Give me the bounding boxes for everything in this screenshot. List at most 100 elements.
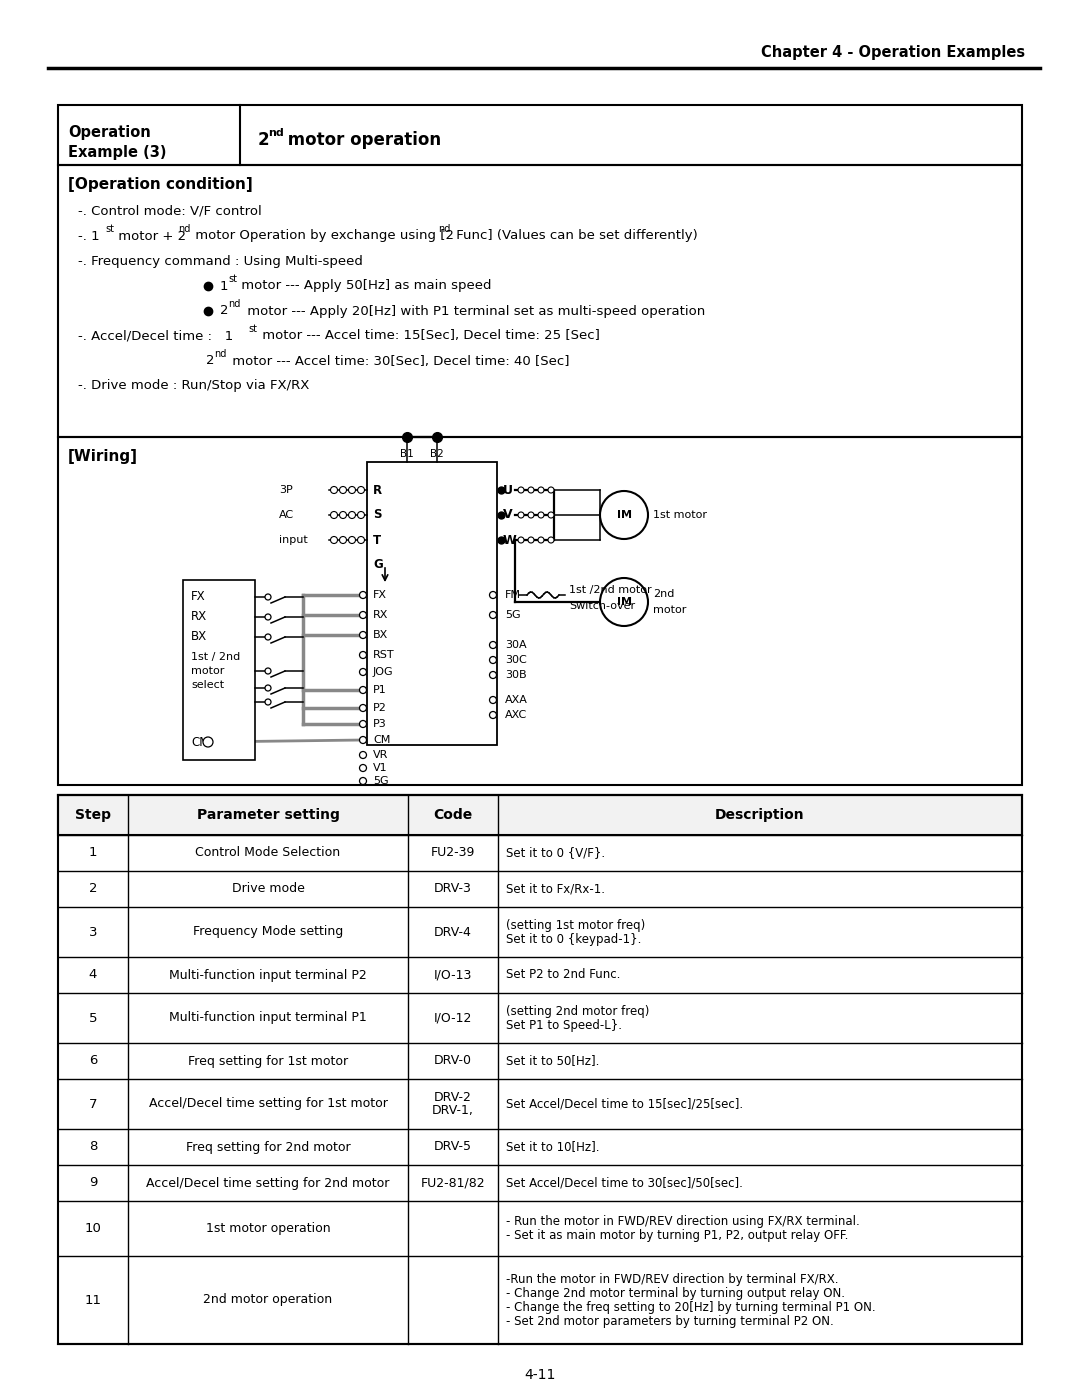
Text: Code: Code <box>433 807 473 821</box>
Text: CM: CM <box>373 735 390 745</box>
Text: Switch-over: Switch-over <box>569 601 635 610</box>
Text: 6: 6 <box>89 1055 97 1067</box>
Text: -Run the motor in FWD/REV direction by terminal FX/RX.: -Run the motor in FWD/REV direction by t… <box>507 1273 838 1285</box>
Text: AXC: AXC <box>505 710 527 719</box>
Circle shape <box>357 511 365 518</box>
Circle shape <box>360 721 366 728</box>
Text: Drive mode: Drive mode <box>231 883 305 895</box>
Circle shape <box>489 711 497 718</box>
Circle shape <box>548 511 554 518</box>
Text: DRV-4: DRV-4 <box>434 925 472 939</box>
Circle shape <box>357 536 365 543</box>
Text: 9: 9 <box>89 1176 97 1189</box>
Circle shape <box>360 612 366 619</box>
Circle shape <box>518 536 524 543</box>
Text: 5G: 5G <box>373 775 389 787</box>
Text: P1: P1 <box>373 685 387 694</box>
Text: Accel/Decel time setting for 2nd motor: Accel/Decel time setting for 2nd motor <box>146 1176 390 1189</box>
Text: 1: 1 <box>220 279 229 292</box>
Circle shape <box>265 698 271 705</box>
Circle shape <box>339 536 347 543</box>
Text: 2nd: 2nd <box>653 590 674 599</box>
Circle shape <box>339 486 347 493</box>
Circle shape <box>360 631 366 638</box>
Text: RX: RX <box>191 610 207 623</box>
Text: R: R <box>373 483 382 496</box>
Circle shape <box>357 486 365 493</box>
Text: DRV-0: DRV-0 <box>434 1055 472 1067</box>
Text: -. Drive mode : Run/Stop via FX/RX: -. Drive mode : Run/Stop via FX/RX <box>78 380 309 393</box>
Text: nd: nd <box>214 349 227 359</box>
Text: input: input <box>279 535 308 545</box>
Circle shape <box>489 672 497 679</box>
Text: 2: 2 <box>258 131 270 149</box>
Text: 2nd motor operation: 2nd motor operation <box>203 1294 333 1306</box>
Circle shape <box>538 488 544 493</box>
Text: - Run the motor in FWD/REV direction using FX/RX terminal.: - Run the motor in FWD/REV direction usi… <box>507 1215 860 1228</box>
Circle shape <box>489 612 497 619</box>
Text: 8: 8 <box>89 1140 97 1154</box>
Text: W: W <box>503 534 516 546</box>
Text: 1: 1 <box>89 847 97 859</box>
Text: [Operation condition]: [Operation condition] <box>68 177 253 193</box>
Text: Freq setting for 1st motor: Freq setting for 1st motor <box>188 1055 348 1067</box>
Text: Accel/Decel time setting for 1st motor: Accel/Decel time setting for 1st motor <box>149 1098 388 1111</box>
Text: Control Mode Selection: Control Mode Selection <box>195 847 340 859</box>
Circle shape <box>360 778 366 785</box>
Circle shape <box>489 591 497 598</box>
Circle shape <box>548 488 554 493</box>
Text: 1st motor operation: 1st motor operation <box>205 1222 330 1235</box>
Text: -. Accel/Decel time :   1: -. Accel/Decel time : 1 <box>78 330 233 342</box>
Text: 4-11: 4-11 <box>524 1368 556 1382</box>
Text: nd: nd <box>178 224 190 235</box>
Circle shape <box>349 536 355 543</box>
Circle shape <box>518 511 524 518</box>
Text: 1st motor: 1st motor <box>653 510 707 520</box>
Text: CM: CM <box>191 735 210 749</box>
Text: DRV-2: DRV-2 <box>434 1091 472 1104</box>
Circle shape <box>360 669 366 676</box>
Text: 30A: 30A <box>505 640 527 650</box>
Text: FX: FX <box>191 591 205 604</box>
Text: P3: P3 <box>373 719 387 729</box>
Bar <box>58 795 1022 1344</box>
Circle shape <box>339 511 347 518</box>
Text: FX: FX <box>373 590 387 599</box>
Text: (setting 2nd motor freq): (setting 2nd motor freq) <box>507 1004 649 1017</box>
Text: S: S <box>373 509 381 521</box>
Text: P2: P2 <box>373 703 387 712</box>
Text: Set P2 to 2nd Func.: Set P2 to 2nd Func. <box>507 968 620 982</box>
Circle shape <box>265 668 271 673</box>
Text: nd: nd <box>438 224 450 235</box>
Text: 10: 10 <box>84 1222 102 1235</box>
Text: -. Frequency command : Using Multi-speed: -. Frequency command : Using Multi-speed <box>78 254 363 267</box>
Text: motor --- Apply 50[Hz] as main speed: motor --- Apply 50[Hz] as main speed <box>237 279 491 292</box>
Text: AXA: AXA <box>505 694 528 705</box>
Text: st: st <box>105 224 114 235</box>
Text: 2: 2 <box>206 355 215 367</box>
Circle shape <box>349 486 355 493</box>
Circle shape <box>360 736 366 743</box>
Circle shape <box>360 651 366 658</box>
Bar <box>58 105 1022 165</box>
Text: motor Operation by exchange using [2: motor Operation by exchange using [2 <box>191 229 454 243</box>
Bar <box>183 580 255 760</box>
Circle shape <box>518 488 524 493</box>
Text: Set it to 0 {V/F}.: Set it to 0 {V/F}. <box>507 847 605 859</box>
Text: BX: BX <box>373 630 388 640</box>
Text: Operation: Operation <box>68 126 151 141</box>
Text: B2: B2 <box>430 448 444 460</box>
Text: Multi-function input terminal P2: Multi-function input terminal P2 <box>170 968 367 982</box>
Text: nd: nd <box>228 299 241 309</box>
Text: Set it to 10[Hz].: Set it to 10[Hz]. <box>507 1140 599 1154</box>
Circle shape <box>489 697 497 704</box>
Text: AC: AC <box>279 510 294 520</box>
Text: DRV-1,: DRV-1, <box>432 1104 474 1118</box>
Circle shape <box>489 641 497 648</box>
Text: 11: 11 <box>84 1294 102 1306</box>
Circle shape <box>265 685 271 692</box>
Text: st: st <box>228 274 237 284</box>
Circle shape <box>360 591 366 598</box>
Text: Set it to 0 {keypad-1}.: Set it to 0 {keypad-1}. <box>507 933 642 946</box>
Text: 3: 3 <box>89 925 97 939</box>
